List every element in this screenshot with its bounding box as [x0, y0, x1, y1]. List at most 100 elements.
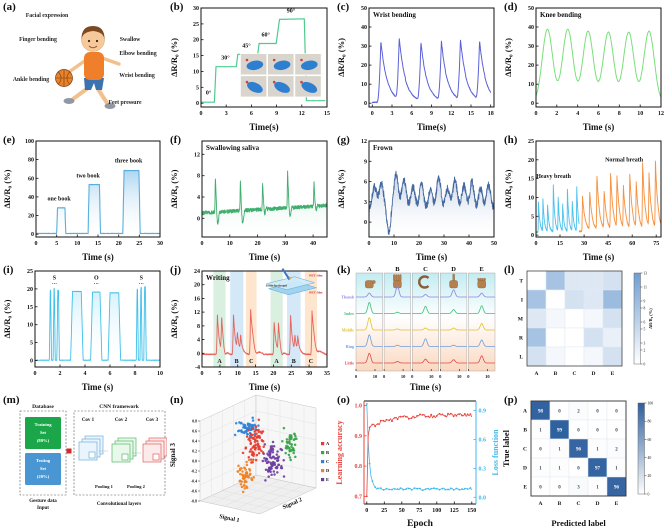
svg-text:80: 80: [648, 420, 652, 424]
svg-text:Cov 1: Cov 1: [82, 418, 95, 423]
diagram-cnn-framework: Database Training Set (80%) Testing Set (20%) G…: [0, 393, 167, 530]
svg-text:Swallow: Swallow: [120, 37, 141, 43]
svg-text:ΔR/R₀ (%): ΔR/R₀ (%): [648, 308, 653, 329]
svg-text:1: 1: [596, 486, 599, 491]
svg-text:-4: -4: [195, 365, 200, 371]
svg-text:12: 12: [658, 111, 664, 117]
svg-text:20: 20: [416, 241, 422, 247]
panel-p: (p) 98 0 2 0 0 1 99 0 0 0 0 1 96 1 2 1 1 0 97 1 0 0 3 1 96 A A B B C C…: [501, 393, 668, 530]
chart-wrist-bending: 0 3 6 9 12 15 18 0 10 20 30 40 50 Wrist bending Time(s…: [334, 0, 501, 133]
svg-text:Feet pressure: Feet pressure: [108, 100, 142, 106]
svg-text:80: 80: [28, 158, 34, 164]
hand-gesture-icon: [477, 277, 486, 289]
svg-text:1: 1: [539, 467, 542, 472]
svg-text:20: 20: [648, 474, 652, 478]
panel-label-n: (n): [170, 394, 184, 406]
svg-text:30: 30: [193, 6, 199, 12]
svg-text:Writing: Writing: [206, 274, 230, 282]
svg-text:3: 3: [391, 111, 394, 117]
svg-text:PET film: PET film: [309, 274, 322, 278]
svg-text:Ankle bending: Ankle bending: [13, 77, 49, 83]
svg-text:B: B: [558, 501, 562, 507]
svg-text:40: 40: [310, 241, 316, 247]
chart-svg: T I M R L A B C D E 0 2 3 5 6 8 9 11 13 ΔR/R₀ (%): [518, 270, 653, 377]
svg-text:0: 0: [355, 374, 358, 379]
chart-knee-bending: 0 2 4 6 8 10 12 0 10 20 30 40 50 Knee bending Time (s)…: [501, 0, 668, 133]
svg-text:0.2: 0.2: [192, 450, 197, 454]
svg-text:2: 2: [555, 111, 558, 117]
svg-text:Facial expression: Facial expression: [26, 13, 69, 19]
svg-text:ΔR/R₀ (%): ΔR/R₀ (%): [2, 169, 12, 208]
svg-text:0: 0: [365, 508, 368, 514]
svg-text:3: 3: [225, 111, 228, 117]
panel-label-m: (m): [3, 394, 20, 406]
illustration-body-motions: Facial expression Finger bending Swallow El…: [0, 0, 167, 133]
svg-text:60: 60: [648, 438, 652, 442]
svg-text:A: A: [217, 359, 222, 365]
svg-text:0: 0: [34, 371, 37, 377]
svg-text:15: 15: [528, 177, 534, 183]
svg-text:Normal breath: Normal breath: [605, 157, 644, 163]
svg-text:C: C: [423, 266, 428, 273]
svg-text:Wrist bending: Wrist bending: [119, 73, 155, 79]
svg-text:0: 0: [364, 220, 367, 226]
panel-label-o: (o): [337, 394, 350, 406]
finger-bending-photos-inset: [240, 53, 322, 98]
svg-text:C: C: [523, 447, 527, 453]
svg-text:-0.6: -0.6: [191, 490, 197, 494]
svg-text:0: 0: [531, 233, 534, 239]
svg-text:C: C: [326, 459, 329, 464]
svg-text:R: R: [519, 336, 524, 342]
svg-text:0.7: 0.7: [355, 494, 363, 500]
svg-text:0.8: 0.8: [192, 420, 197, 424]
svg-text:25: 25: [528, 139, 534, 145]
svg-text:Cov 2: Cov 2: [115, 418, 128, 423]
svg-text:0: 0: [197, 216, 200, 222]
svg-text:30: 30: [282, 241, 288, 247]
svg-text:0.9: 0.9: [479, 409, 487, 415]
boy-cartoon: [55, 26, 121, 109]
svg-text:75: 75: [653, 241, 659, 247]
chart-svg: 0 3 6 9 12 15 18 0 10 20 30 40 50 Wrist bending Time(s…: [336, 6, 495, 132]
svg-text:3: 3: [577, 486, 580, 491]
svg-text:C: C: [309, 359, 313, 365]
panel-b: (b) 036912150510152025300°30°45°60°90°0°…: [167, 0, 334, 133]
panel-label-b: (b): [170, 1, 184, 13]
svg-text:10: 10: [391, 241, 397, 247]
svg-text:50: 50: [399, 508, 405, 514]
svg-text:45: 45: [605, 241, 611, 247]
svg-text:10: 10: [401, 374, 406, 379]
svg-text:15: 15: [27, 305, 33, 311]
hand-gesture-icon: [418, 275, 430, 289]
svg-text:E: E: [480, 266, 484, 273]
svg-text:0°: 0°: [206, 89, 212, 96]
svg-text:B: B: [326, 450, 329, 455]
svg-text:0: 0: [648, 492, 650, 496]
svg-text:0: 0: [531, 101, 534, 107]
chart-swallowing-saliva: 0 10 20 30 40 0 4 8 12 Swallowing saliva Time (s) Δ…: [167, 133, 334, 263]
svg-text:Loss function: Loss function: [491, 429, 500, 476]
svg-text:6: 6: [364, 180, 367, 186]
svg-text:5: 5: [30, 341, 33, 347]
svg-text:9: 9: [275, 111, 278, 117]
svg-text:A: A: [523, 409, 527, 415]
svg-text:8: 8: [618, 111, 621, 117]
svg-text:100: 100: [648, 401, 654, 405]
svg-text:25: 25: [136, 241, 142, 247]
svg-text:Elbow bending: Elbow bending: [119, 51, 156, 57]
svg-text:O: O: [94, 276, 99, 282]
svg-text:20: 20: [28, 214, 34, 220]
hand-gesture-icon: [393, 274, 402, 289]
chart-svg: 0 10 20 30 40 50 0 3 6 9 12 Frown Time (s) ΔR/R₀ (%): [336, 139, 497, 262]
svg-text:30: 30: [441, 241, 447, 247]
svg-text:30: 30: [157, 241, 163, 247]
svg-text:50: 50: [491, 241, 497, 247]
svg-text:4: 4: [197, 195, 200, 201]
svg-text:20: 20: [194, 283, 200, 289]
svg-text:5: 5: [218, 371, 221, 377]
chart-svg: 0 2 4 6 8 10 12 0 10 20 30 40 50 Knee bending Time (s)…: [503, 6, 664, 132]
svg-text:Time (s): Time (s): [249, 252, 281, 262]
svg-text:Wrist bending: Wrist bending: [373, 11, 416, 19]
